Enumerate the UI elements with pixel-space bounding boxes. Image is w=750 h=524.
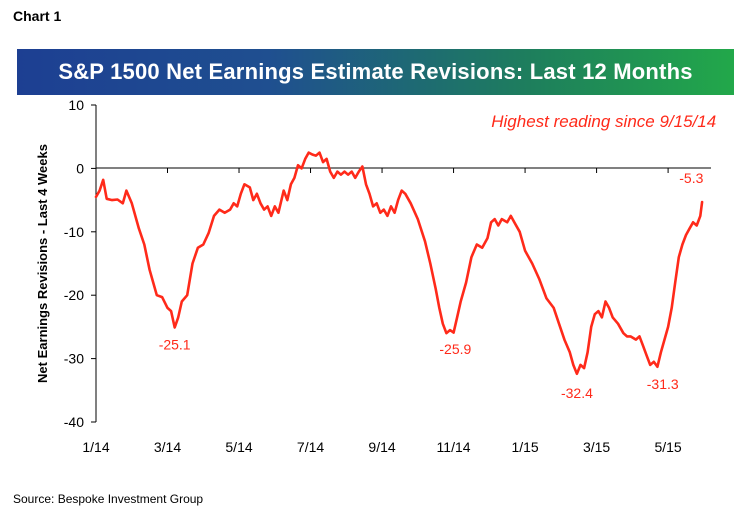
x-tick-label: 1/14 <box>82 439 109 455</box>
x-tick-label: 1/15 <box>511 439 538 455</box>
chart-title-banner: S&P 1500 Net Earnings Estimate Revisions… <box>17 49 734 95</box>
x-tick-label: 11/14 <box>437 439 471 455</box>
y-tick-label: -20 <box>64 287 84 303</box>
data-label: -32.4 <box>561 385 593 401</box>
y-axis-label: Net Earnings Revisions - Last 4 Weeks <box>35 144 50 383</box>
x-tick-label: 5/15 <box>654 439 681 455</box>
source-note: Source: Bespoke Investment Group <box>13 492 204 506</box>
y-tick-label: 10 <box>68 97 84 113</box>
x-tick-label: 3/15 <box>583 439 610 455</box>
chart-number-label: Chart 1 <box>13 8 62 24</box>
axes-layer: 10 0 -10 -20 -30 -40 1/14 3/14 5/14 7/14 9/14 11/14… <box>64 97 711 455</box>
data-label: -25.9 <box>439 341 471 357</box>
y-tick-label: -40 <box>64 414 84 430</box>
x-tick-label: 3/14 <box>154 439 181 455</box>
data-label: -31.3 <box>647 376 679 392</box>
annotation-layer: Highest reading since 9/15/14 -25.1 -25.9 -… <box>159 112 716 401</box>
data-label: -25.1 <box>159 337 191 353</box>
data-label: -5.3 <box>679 170 703 186</box>
x-tick-label: 7/14 <box>297 439 324 455</box>
x-tick-label: 5/14 <box>225 439 252 455</box>
y-tick-label: -30 <box>64 351 84 367</box>
chart-title: S&P 1500 Net Earnings Estimate Revisions… <box>58 59 693 84</box>
highlight-annotation: Highest reading since 9/15/14 <box>491 112 716 131</box>
y-tick-label: -10 <box>64 224 84 240</box>
series-layer <box>94 151 704 376</box>
y-tick-label: 0 <box>76 160 84 176</box>
x-tick-label: 9/14 <box>368 439 395 455</box>
series-line <box>94 151 704 376</box>
